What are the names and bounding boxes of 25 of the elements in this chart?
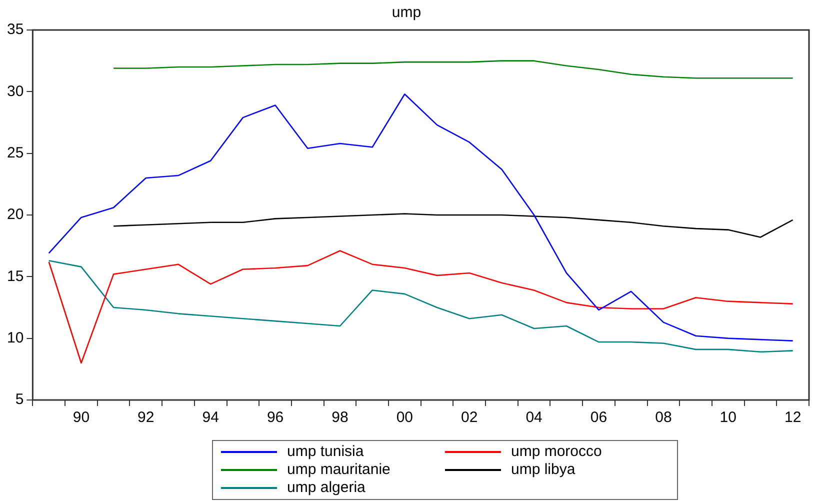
x-tick-label: 96 [266,409,284,426]
y-tick-label: 30 [6,82,24,100]
legend-label: ump tunisia [287,443,364,461]
x-tick-label: 00 [396,409,414,426]
legend-label: ump libya [511,461,576,479]
x-tick-label: 10 [720,409,736,426]
legend-label: ump mauritanie [287,461,390,479]
x-tick-label: 92 [138,409,154,426]
legend-label: ump morocco [511,443,602,461]
legend-label: ump algeria [287,479,366,497]
x-tick-label: 12 [784,409,802,426]
x-tick-label: 90 [72,409,90,426]
chart-title: ump [392,4,422,22]
x-tick-label: 08 [655,409,672,426]
y-tick-label: 25 [6,144,24,162]
y-tick-label: 20 [6,206,24,224]
y-tick-label: 35 [6,21,24,38]
x-tick-label: 98 [332,409,348,426]
x-tick-label: 04 [526,409,542,426]
x-tick-label: 06 [590,409,608,426]
y-tick-label: 15 [6,268,24,285]
y-tick-label: 10 [6,329,24,346]
y-tick-label: 5 [15,391,24,408]
x-tick-label: 02 [461,409,478,426]
x-tick-label: 94 [202,409,219,426]
